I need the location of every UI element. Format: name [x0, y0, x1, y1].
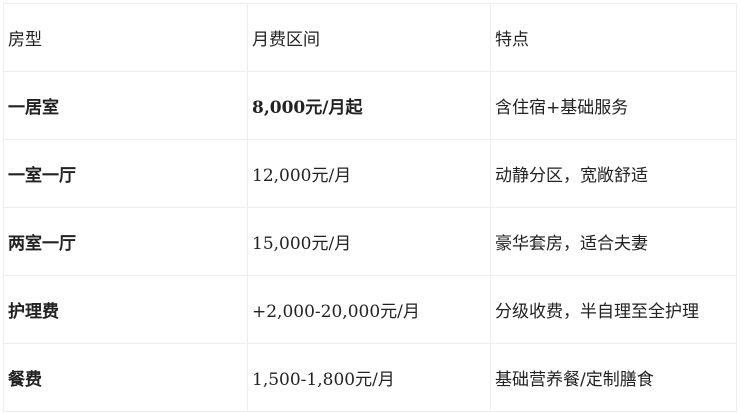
room-type-cell: 两室一厅	[3, 207, 248, 276]
table-row: 两室一厅 15,000元/月 豪华套房，适合夫妻	[3, 207, 737, 276]
table-row: 一居室 8,000元/月起 含住宿+基础服务	[3, 71, 737, 140]
feature-cell: 基础营养餐/定制膳食	[490, 343, 737, 412]
fee-cell: +2,000-20,000元/月	[247, 275, 491, 344]
table-header-row: 房型 月费区间 特点	[3, 3, 737, 72]
table-row: 护理费 +2,000-20,000元/月 分级收费，半自理至全护理	[3, 275, 737, 344]
room-type-cell: 一室一厅	[3, 139, 248, 208]
room-type-cell: 一居室	[3, 71, 248, 140]
header-monthly-fee: 月费区间	[247, 3, 491, 72]
feature-cell: 分级收费，半自理至全护理	[490, 275, 737, 344]
feature-cell: 动静分区，宽敞舒适	[490, 139, 737, 208]
fee-cell: 15,000元/月	[247, 207, 491, 276]
header-features: 特点	[490, 3, 737, 72]
pricing-table: 房型 月费区间 特点 一居室 8,000元/月起 含住宿+基础服务 一室一厅 1…	[3, 3, 737, 412]
fee-cell: 12,000元/月	[247, 139, 491, 208]
room-type-cell: 餐费	[3, 343, 248, 412]
fee-cell: 8,000元/月起	[247, 71, 491, 140]
fee-cell: 1,500-1,800元/月	[247, 343, 491, 412]
room-type-cell: 护理费	[3, 275, 248, 344]
feature-cell: 含住宿+基础服务	[490, 71, 737, 140]
feature-cell: 豪华套房，适合夫妻	[490, 207, 737, 276]
header-room-type: 房型	[3, 3, 248, 72]
table-row: 餐费 1,500-1,800元/月 基础营养餐/定制膳食	[3, 343, 737, 412]
table-row: 一室一厅 12,000元/月 动静分区，宽敞舒适	[3, 139, 737, 208]
